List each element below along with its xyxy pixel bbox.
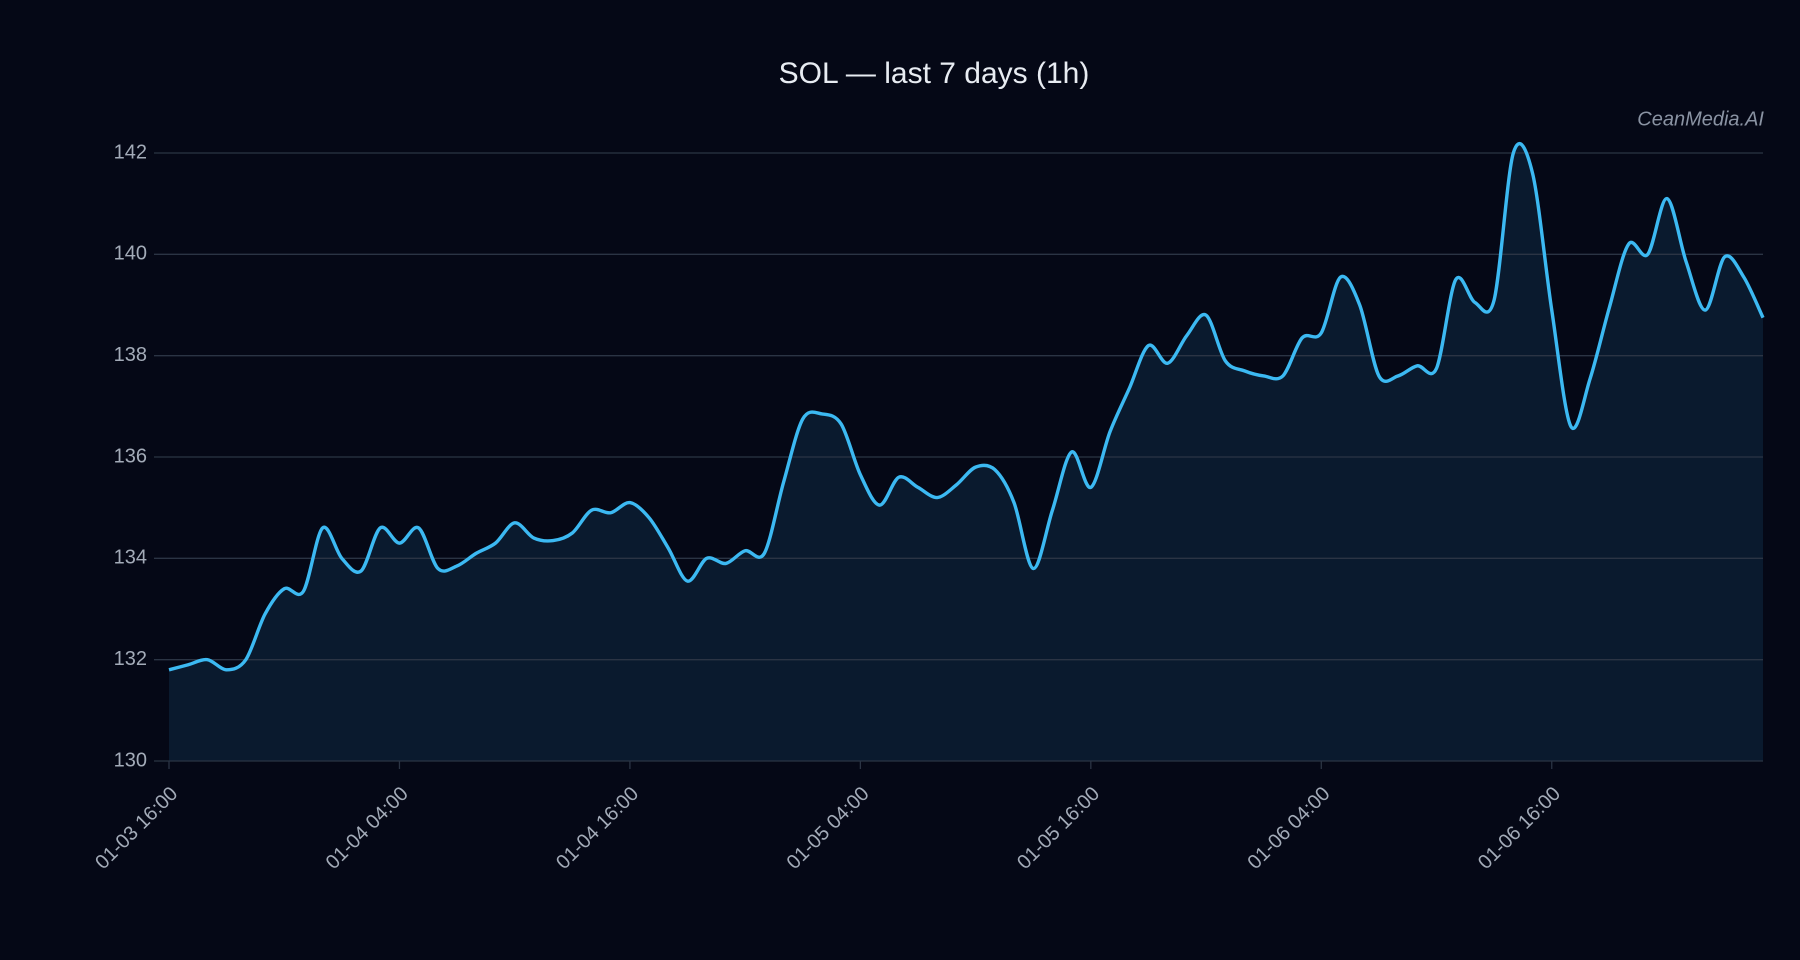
chart-title: SOL — last 7 days (1h): [779, 57, 1090, 90]
x-tick-label: 01-03 16:00: [91, 783, 182, 874]
x-tick-label: 01-06 16:00: [1474, 783, 1565, 874]
x-tick-label: 01-06 04:00: [1244, 783, 1335, 874]
y-tick-label: 142: [114, 141, 147, 163]
y-tick-label: 138: [114, 344, 147, 366]
y-tick-label: 130: [114, 749, 147, 771]
y-tick-label: 140: [114, 243, 147, 265]
y-tick-label: 136: [114, 445, 147, 467]
x-tick-label: 01-04 16:00: [552, 783, 643, 874]
x-tick-label: 01-04 04:00: [322, 783, 413, 874]
x-tick-label: 01-05 04:00: [783, 783, 874, 874]
y-tick-label: 132: [114, 648, 147, 670]
watermark: CeanMedia.AI: [1637, 108, 1764, 130]
y-tick-label: 134: [114, 547, 147, 569]
area: [169, 143, 1763, 761]
line: [168, 142, 1765, 672]
x-tick-label: 01-05 16:00: [1013, 783, 1104, 874]
